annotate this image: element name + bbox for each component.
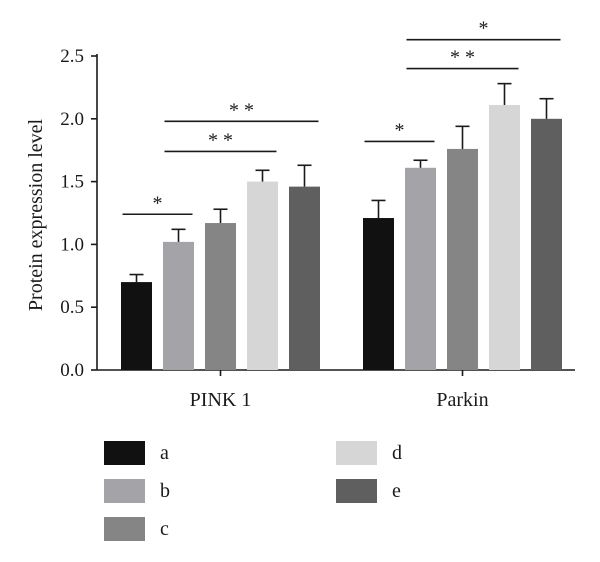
legend-swatch-e: [336, 479, 377, 503]
y-tick-label: 1.5: [60, 172, 84, 193]
significance-label: * *: [229, 99, 254, 121]
y-tick-label: 0.5: [60, 297, 84, 318]
bar-b-parkin: [405, 167, 436, 370]
bar-e-parkin: [531, 118, 562, 370]
x-tick-label: PINK 1: [190, 389, 252, 411]
y-tick-label: 0.0: [60, 360, 84, 381]
bar-a-pink1: [121, 282, 152, 370]
legend-swatch-c: [104, 517, 145, 541]
bar-d-pink1: [247, 181, 278, 370]
legend-swatch-d: [336, 441, 377, 465]
bar-b-pink1: [163, 241, 194, 370]
bar-c-parkin: [447, 148, 478, 370]
legend-swatch-a: [104, 441, 145, 465]
significance-label: *: [153, 192, 163, 214]
significance-label: *: [479, 18, 489, 40]
bar-c-pink1: [205, 223, 236, 370]
y-axis-label: Protein expression level: [25, 118, 47, 311]
legend-swatch-b: [104, 479, 145, 503]
significance-label: * *: [450, 47, 475, 69]
legend-label-b: b: [160, 480, 170, 502]
legend-label-d: d: [392, 442, 402, 464]
significance-label: *: [395, 119, 405, 141]
bar-a-parkin: [363, 218, 394, 370]
legend-label-a: a: [160, 442, 169, 464]
significance-label: * *: [208, 129, 233, 151]
y-tick-label: 2.5: [60, 46, 84, 67]
legend: abc de: [104, 441, 402, 541]
legend-label-e: e: [392, 480, 401, 502]
legend-label-c: c: [160, 518, 169, 540]
x-tick-label: Parkin: [436, 389, 488, 411]
y-tick-label: 1.0: [60, 234, 84, 255]
bar-d-parkin: [489, 104, 520, 370]
y-tick-label: 2.0: [60, 109, 84, 130]
bar-e-pink1: [289, 186, 320, 370]
